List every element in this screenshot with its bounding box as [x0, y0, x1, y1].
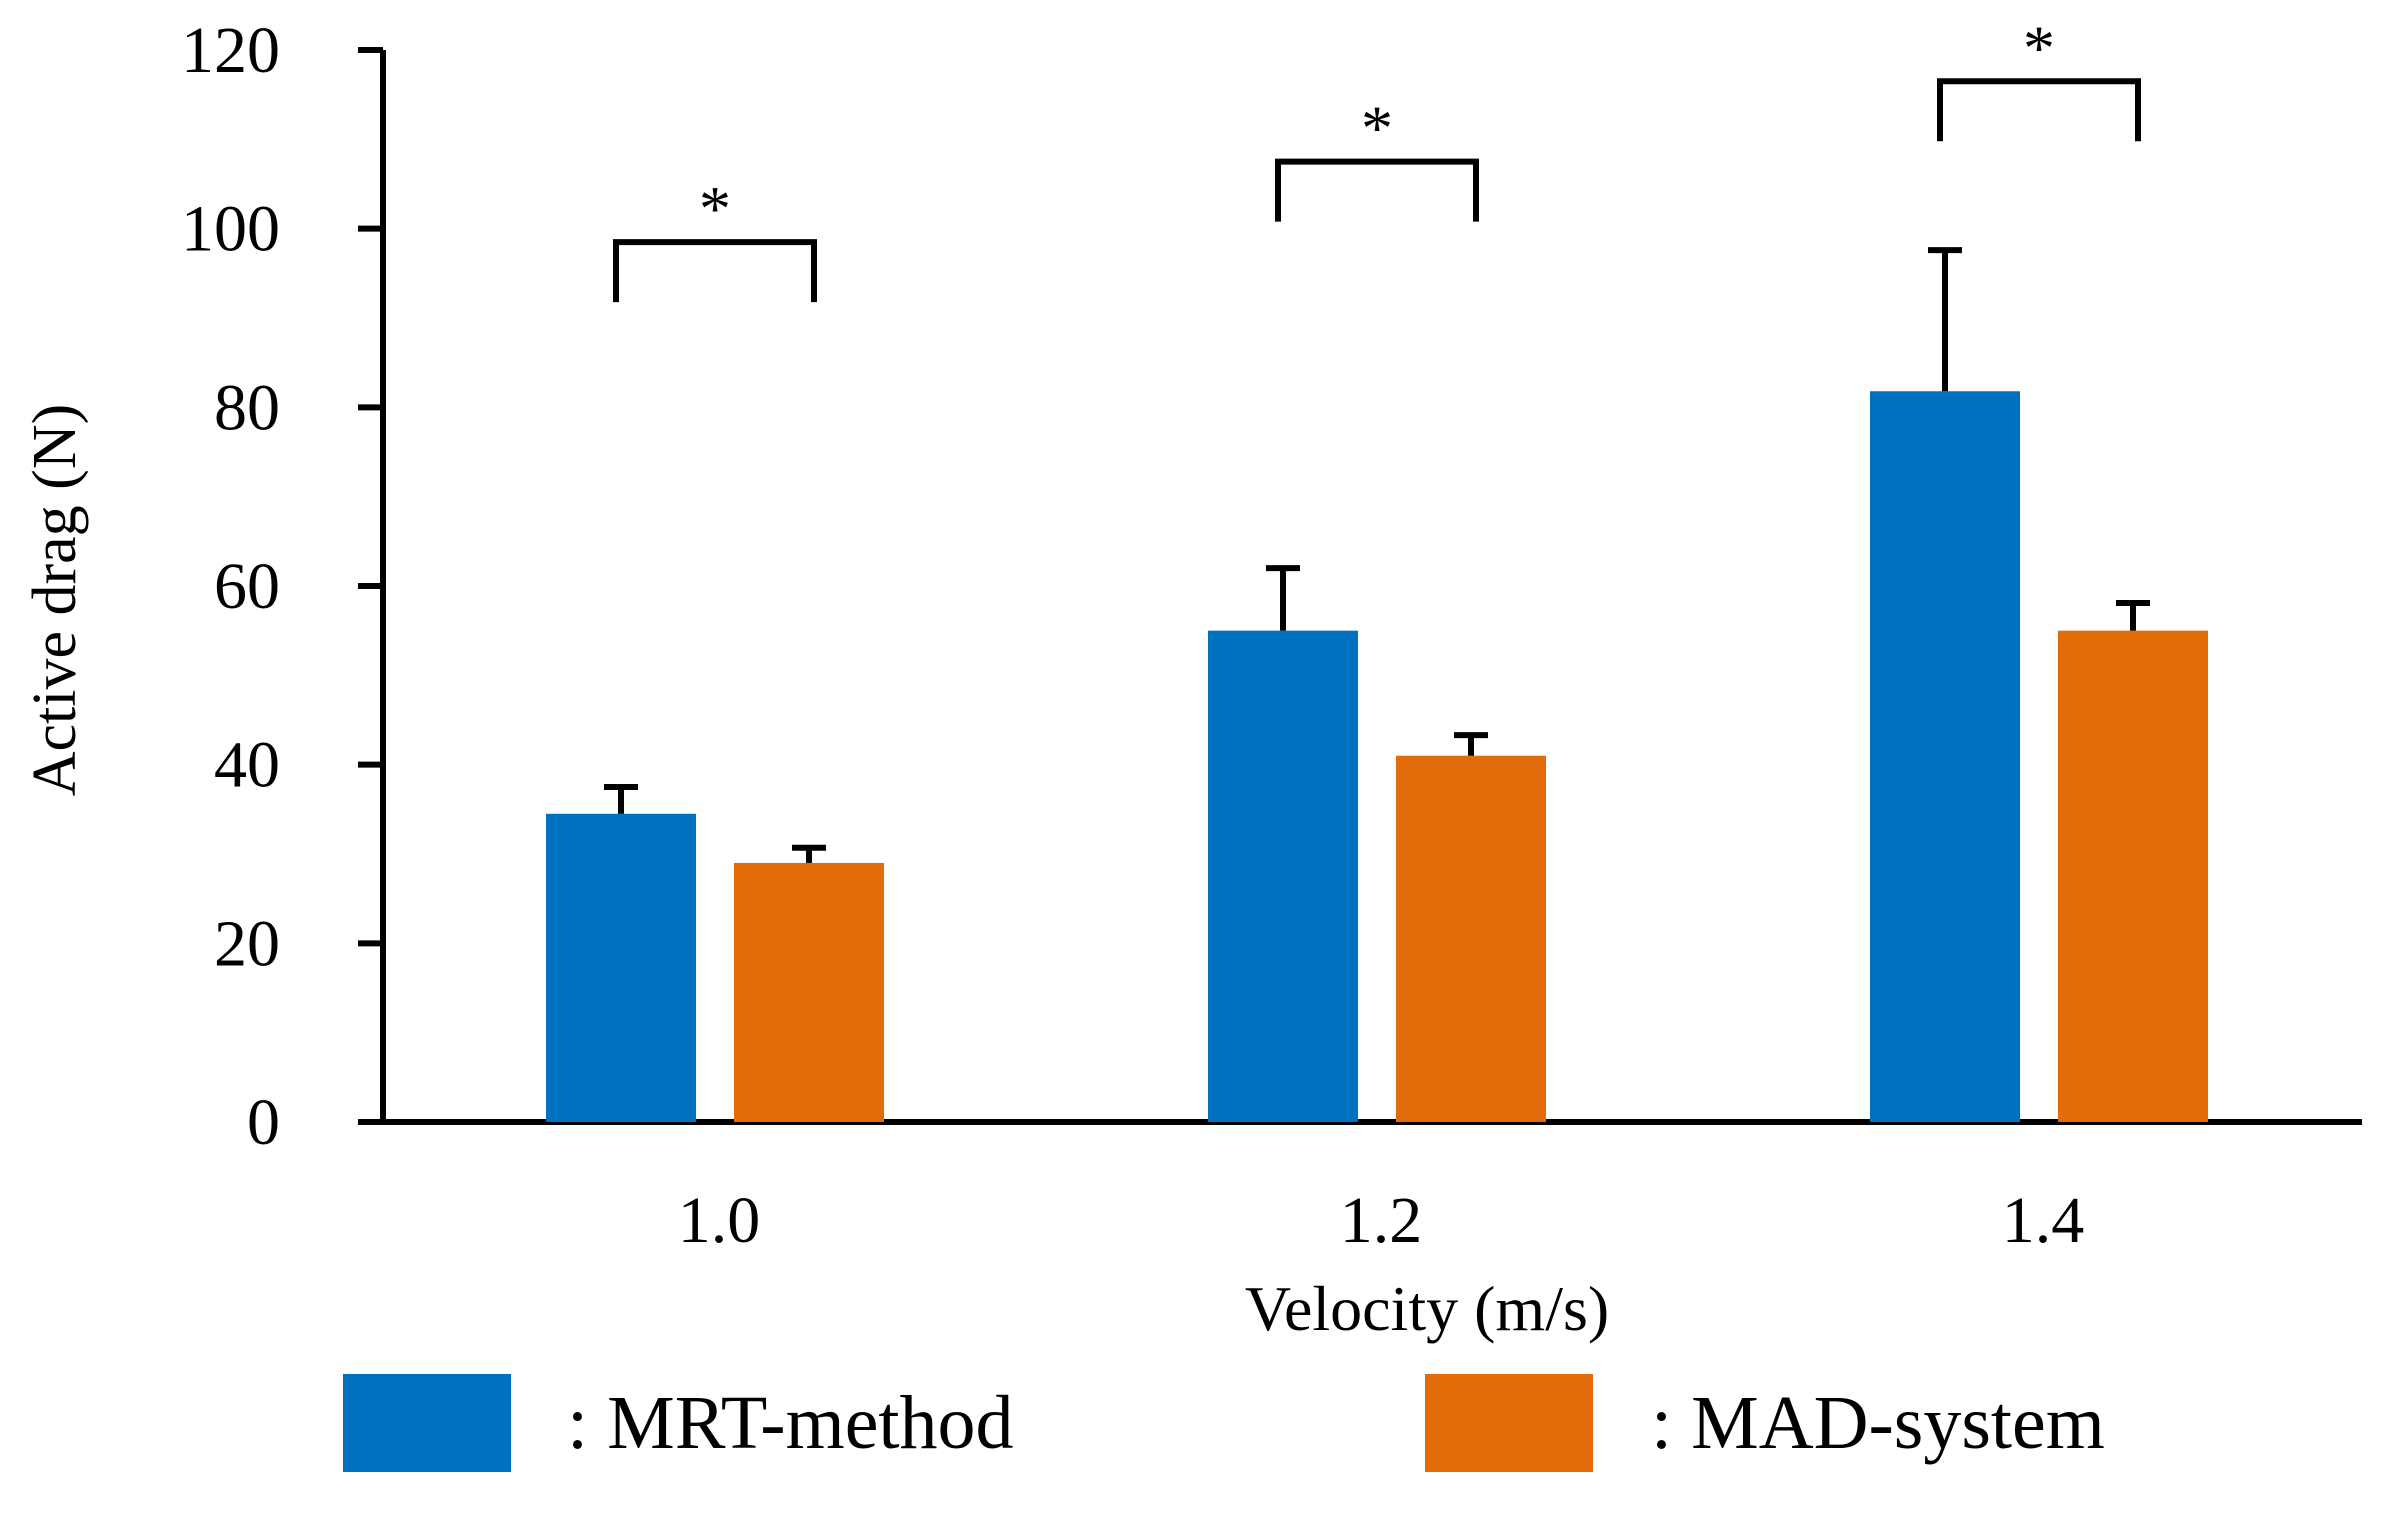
significance-marker: * [1361, 93, 1393, 164]
significance-marker: * [699, 173, 731, 244]
x-axis-label: Velocity (m/s) [1245, 1273, 1609, 1344]
significance-layer: * * * [613, 12, 2141, 303]
x-tick-label: 1.0 [678, 1184, 761, 1257]
legend-label-mrt-method: : MRT-method [567, 1381, 1014, 1465]
y-tick-label: 120 [181, 14, 280, 87]
significance-bracket [1937, 78, 2141, 142]
bar-mad-system-1.0 [734, 862, 884, 1122]
error-bars-layer [604, 247, 2150, 863]
y-tick-label: 60 [214, 550, 280, 623]
legend-swatch-mrt-method [343, 1374, 511, 1472]
y-tick-label: 100 [181, 193, 280, 266]
y-axis-label: Active drag (N) [21, 404, 89, 797]
bar-mad-system-1.2 [1396, 755, 1546, 1122]
legend: : MRT-method : MAD-system [343, 1374, 2105, 1472]
y-tick-label: 20 [214, 907, 280, 980]
bars-layer [546, 391, 2208, 1123]
legend-swatch-mad-system [1425, 1374, 1593, 1472]
bar-mad-system-1.4 [2058, 630, 2208, 1122]
bar-mrt-method-1.0 [546, 813, 696, 1122]
significance-bracket [1275, 158, 1479, 222]
significance-bracket [613, 239, 817, 303]
x-tick-label: 1.4 [2002, 1184, 2085, 1257]
y-tick-label: 80 [214, 371, 280, 444]
significance-marker: * [2023, 12, 2055, 83]
y-tick-label: 40 [214, 729, 280, 802]
bar-mrt-method-1.4 [1870, 391, 2020, 1123]
y-tick-label: 0 [247, 1086, 280, 1159]
axes-layer: 0 20 40 60 80 100 120 1.0 1.2 1.4 [181, 14, 2362, 1257]
bar-mrt-method-1.2 [1208, 630, 1358, 1122]
x-tick-label: 1.2 [1340, 1184, 1423, 1257]
legend-label-mad-system: : MAD-system [1651, 1381, 2105, 1465]
